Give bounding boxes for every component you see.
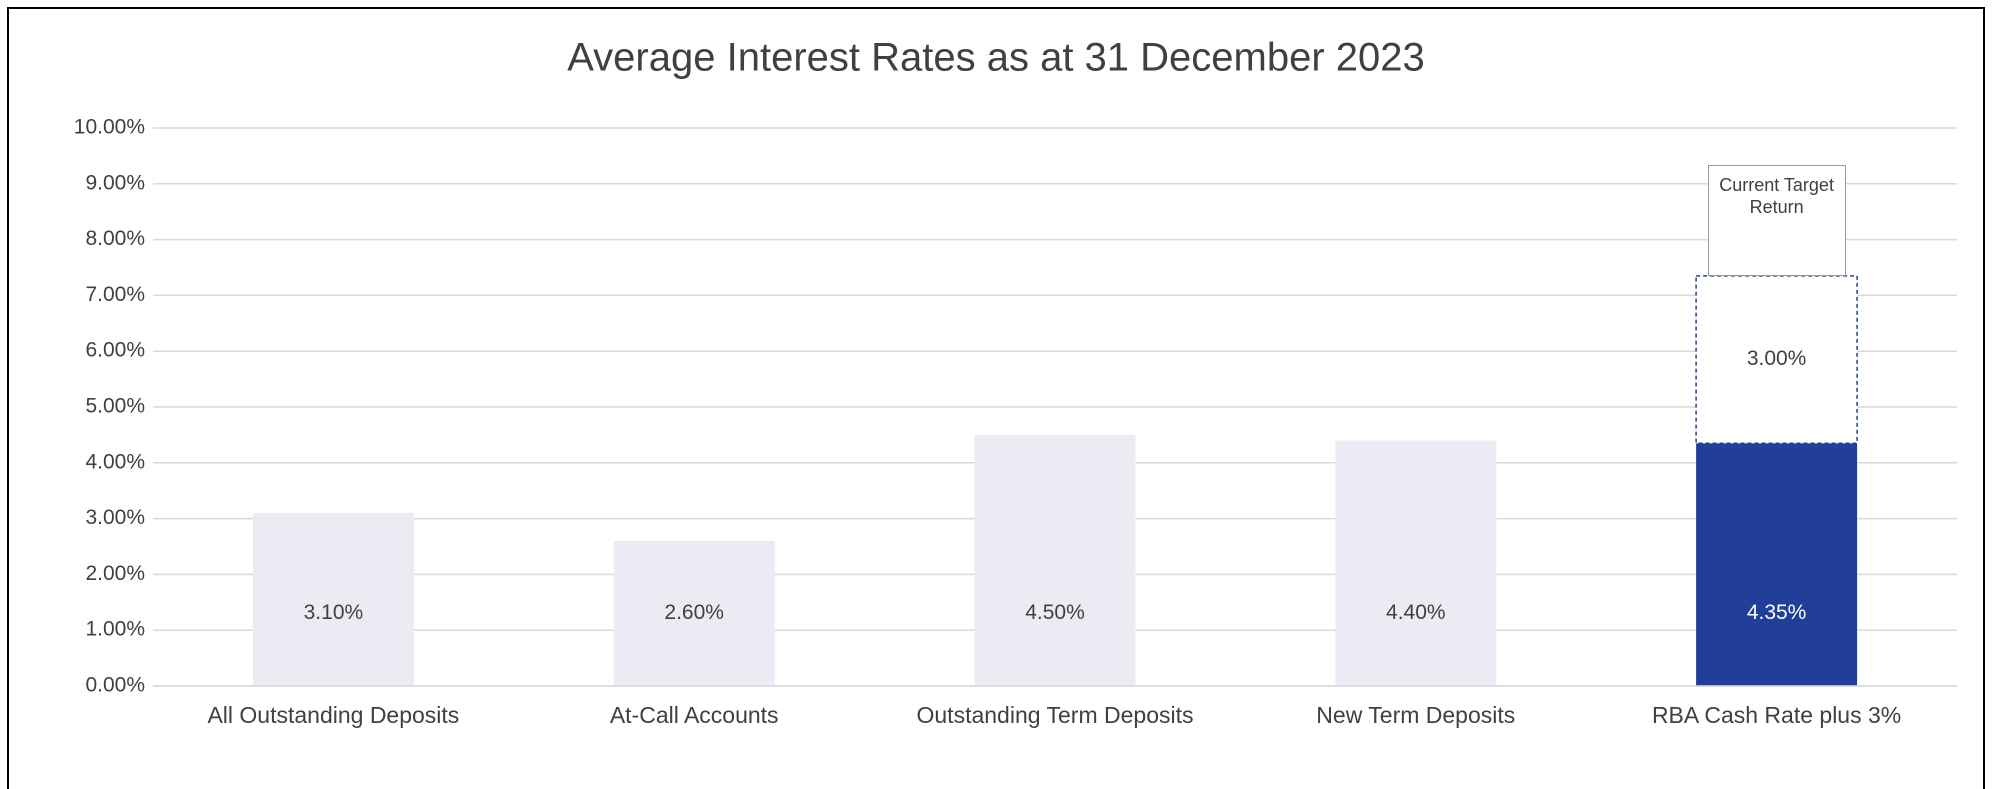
y-tick-label: 2.00%	[85, 562, 145, 585]
bar-segment	[1335, 440, 1497, 686]
y-tick-label: 1.00%	[85, 618, 145, 641]
y-tick-label: 7.00%	[85, 283, 145, 306]
chart-frame	[7, 7, 1985, 789]
data-label: 2.60%	[664, 601, 724, 624]
x-tick-label: All Outstanding Deposits	[207, 702, 460, 728]
bar-segment	[1695, 275, 1858, 445]
data-label: 4.40%	[1386, 601, 1446, 624]
y-tick-label: 6.00%	[85, 339, 145, 362]
y-tick-label: 8.00%	[85, 227, 145, 250]
x-tick-label: New Term Deposits	[1316, 702, 1516, 728]
y-tick-label: 3.00%	[85, 506, 145, 529]
x-tick-label: RBA Cash Rate plus 3%	[1651, 702, 1902, 728]
y-tick-label: 9.00%	[85, 171, 145, 194]
x-tick-label: At-Call Accounts	[609, 702, 779, 728]
data-label: 4.50%	[1025, 601, 1085, 624]
y-tick-label: 4.00%	[85, 450, 145, 473]
annotation: Current Target Return	[1707, 164, 1846, 276]
x-tick-label: Outstanding Term Deposits	[916, 702, 1194, 728]
y-tick-label: 10.00%	[74, 116, 145, 139]
data-label: 3.00%	[1747, 347, 1807, 370]
bar-segment	[1696, 443, 1858, 686]
y-tick-label: 0.00%	[85, 674, 145, 697]
data-label: 4.35%	[1747, 601, 1807, 624]
chart-title: Average Interest Rates as at 31 December…	[567, 36, 1425, 80]
data-label: 3.10%	[304, 601, 364, 624]
y-tick-label: 5.00%	[85, 395, 145, 418]
bar-segment	[974, 434, 1136, 686]
bar-segment	[252, 513, 414, 686]
bar-segment	[613, 540, 775, 686]
